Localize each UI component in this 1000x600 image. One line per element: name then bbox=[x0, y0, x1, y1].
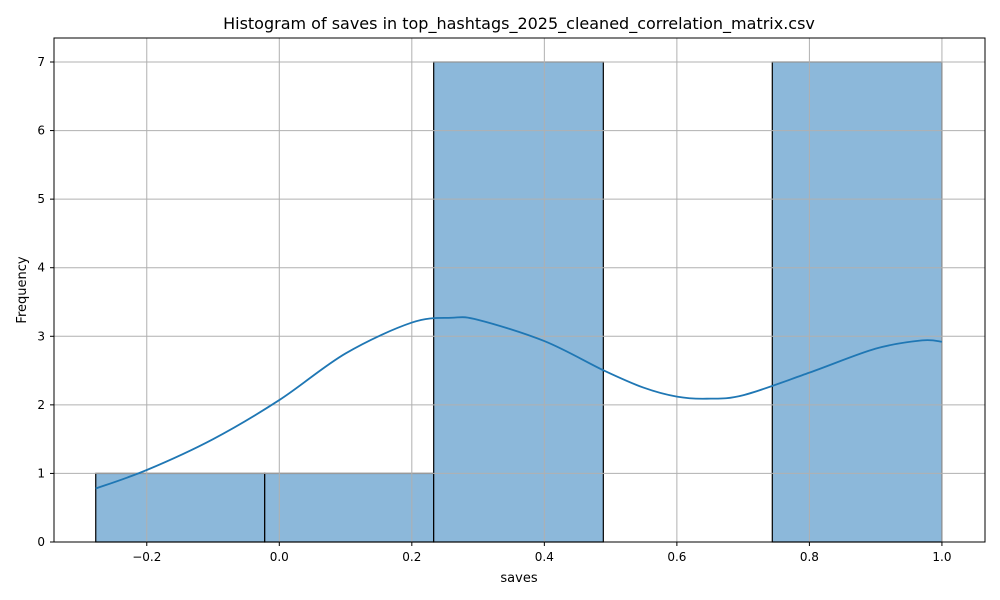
x-tick-label-2: 0.2 bbox=[402, 550, 421, 564]
histogram-bars bbox=[95, 61, 943, 543]
y-tick-label-7: 7 bbox=[37, 55, 45, 69]
y-tick-label-4: 4 bbox=[37, 261, 45, 275]
x-axis-label: saves bbox=[500, 571, 537, 586]
x-tick-label-1: 0.0 bbox=[270, 550, 289, 564]
histogram-bar-2 bbox=[433, 61, 604, 543]
x-tick-label-0: −0.2 bbox=[132, 550, 161, 564]
y-tick-label-5: 5 bbox=[37, 192, 45, 206]
histogram-bar-4 bbox=[771, 61, 943, 543]
x-tick-label-5: 0.8 bbox=[800, 550, 819, 564]
axes-frame bbox=[53, 37, 986, 543]
y-axis-label: Frequency bbox=[15, 256, 30, 323]
y-tick-label-2: 2 bbox=[37, 398, 45, 412]
x-tick-label-6: 1.0 bbox=[932, 550, 951, 564]
axes bbox=[53, 37, 986, 543]
kde-layer bbox=[95, 316, 943, 490]
kde-curve bbox=[95, 316, 943, 490]
tick-labels: −0.2 0.0 0.2 0.4 0.6 0.8 1.0 0 1 2 3 4 5 6 7 bbox=[37, 55, 951, 564]
y-tick-label-0: 0 bbox=[37, 535, 45, 549]
x-tick-label-4: 0.6 bbox=[667, 550, 686, 564]
y-tick-label-6: 6 bbox=[37, 124, 45, 138]
x-tick-label-3: 0.4 bbox=[535, 550, 554, 564]
y-tick-label-3: 3 bbox=[37, 329, 45, 343]
chart-title: Histogram of saves in top_hashtags_2025_… bbox=[223, 14, 815, 34]
histogram-bar-0 bbox=[95, 472, 266, 543]
y-tick-label-1: 1 bbox=[37, 466, 45, 480]
grid bbox=[54, 38, 985, 543]
histogram-bar-1 bbox=[264, 472, 435, 543]
